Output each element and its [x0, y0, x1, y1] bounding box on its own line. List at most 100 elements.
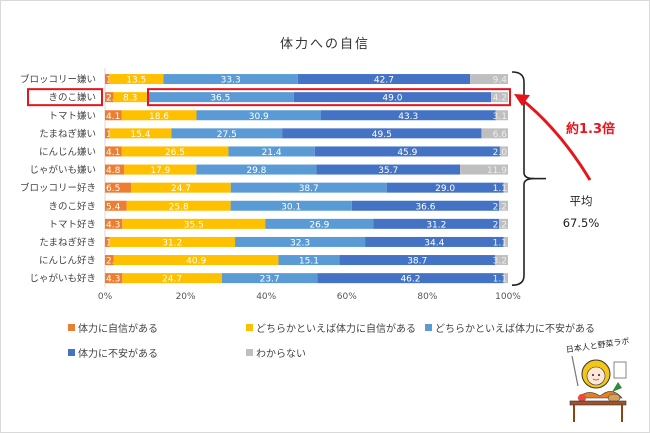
category-label: にんじん好き [39, 255, 96, 267]
category-label: きのこ嫌い [48, 92, 96, 104]
legend-item-3: 体力に不安がある [68, 345, 158, 360]
bar-segment [109, 128, 172, 139]
data-label: 2.1 [106, 94, 120, 104]
data-label: 4.2 [493, 94, 507, 104]
bar-segment [491, 92, 508, 103]
bar-segment [230, 200, 352, 211]
data-label: 26.5 [165, 148, 185, 158]
legend-label: わからない [256, 349, 306, 360]
data-label: 42.7 [374, 76, 394, 86]
bar-segment [503, 182, 508, 193]
data-label: 29.8 [246, 166, 266, 176]
bar-segment [124, 164, 197, 175]
data-label: 31.2 [426, 220, 446, 230]
bar-segment [122, 218, 266, 229]
data-label: 4.1 [106, 112, 120, 122]
data-label: 45.9 [397, 148, 417, 158]
data-label: 2.2 [493, 220, 507, 230]
bar-segment [481, 128, 508, 139]
data-label: 2.0 [493, 148, 508, 158]
bar-segment [121, 110, 197, 121]
bar-segment [351, 200, 500, 211]
data-label: 33.3 [221, 76, 241, 86]
bar-segment [386, 182, 504, 193]
data-label: 6.5 [106, 184, 120, 194]
bar-segment [278, 255, 340, 266]
data-label: 3.2 [493, 257, 507, 267]
bar-segment [499, 146, 508, 157]
x-tick-label: 60% [337, 292, 357, 302]
bar-segment [221, 273, 318, 284]
brace-bottom [511, 177, 535, 286]
bar-segment [297, 74, 471, 85]
arrow-shaft [519, 96, 592, 181]
legend-swatch [68, 324, 75, 331]
bar-segment [503, 236, 508, 247]
legend-swatch [246, 349, 253, 356]
bar-segment [495, 110, 508, 121]
data-label: 34.4 [424, 238, 444, 248]
data-label: 38.7 [407, 257, 427, 267]
bar-segment [293, 92, 492, 103]
category-label: たまねぎ好き [39, 236, 96, 248]
data-label: 11.9 [487, 166, 507, 176]
category-label: にんじん嫌い [39, 146, 96, 158]
legend-label: 体力に不安がある [78, 349, 158, 360]
category-label: きのこ好き [48, 200, 96, 212]
chart-title: 体力への自信 [279, 37, 370, 52]
data-label: 18.6 [149, 112, 169, 122]
data-label: 21.4 [262, 148, 282, 158]
bar-segment [105, 74, 110, 85]
data-label: 35.5 [184, 220, 204, 230]
bar-segment [321, 110, 496, 121]
bar-segment [265, 218, 374, 229]
bar-segment [235, 236, 366, 247]
bar-segment [105, 182, 132, 193]
bar-segment [499, 200, 508, 211]
average-value: 67.5% [562, 216, 600, 230]
x-tick-label: 0% [98, 292, 113, 302]
highlight-category-box [27, 88, 103, 107]
legend-item-4: わからない [246, 345, 306, 360]
data-label: 36.6 [415, 202, 435, 212]
bar-segment [230, 182, 387, 193]
bar-segment [228, 146, 315, 157]
highlight-bar-box [147, 88, 511, 107]
bar-segment [105, 255, 114, 266]
ratio-annotation: 約1.3倍 [566, 122, 616, 137]
bar-segment [105, 200, 127, 211]
bar-segment [503, 273, 508, 284]
x-tick-label: 40% [256, 292, 276, 302]
data-label: 4.8 [106, 166, 121, 176]
bar-segment [171, 128, 283, 139]
data-label: 24.7 [162, 275, 182, 285]
x-tick-label: 20% [176, 292, 196, 302]
data-label: 49.0 [382, 94, 402, 104]
legend-swatch [425, 324, 432, 331]
data-label: 13.5 [126, 76, 146, 86]
data-label: 4.1 [106, 148, 120, 158]
bar-segment [113, 255, 279, 266]
data-label: 26.9 [309, 220, 329, 230]
bar-segment [131, 182, 231, 193]
bar-segment [113, 92, 147, 103]
data-label: 38.7 [299, 184, 319, 194]
data-label: 6.6 [493, 130, 508, 140]
bar-segment [109, 236, 236, 247]
data-label: 49.5 [372, 130, 392, 140]
x-tick-label: 80% [417, 292, 437, 302]
bar-segment [105, 146, 122, 157]
bar-segment [365, 236, 504, 247]
data-label: 1.1 [493, 238, 507, 248]
category-label: たまねぎ嫌い [39, 128, 96, 140]
bar-segment [373, 218, 500, 229]
legend-label: どちらかといえば体力に自信がある [256, 324, 416, 335]
data-label: 25.8 [169, 202, 189, 212]
category-label: ブロッコリー好き [20, 182, 96, 194]
bar-segment [122, 273, 222, 284]
legend-label: 体力に自信がある [78, 324, 158, 335]
data-label: 29.0 [435, 184, 455, 194]
bar-segment [317, 273, 504, 284]
bar-segment [109, 74, 164, 85]
